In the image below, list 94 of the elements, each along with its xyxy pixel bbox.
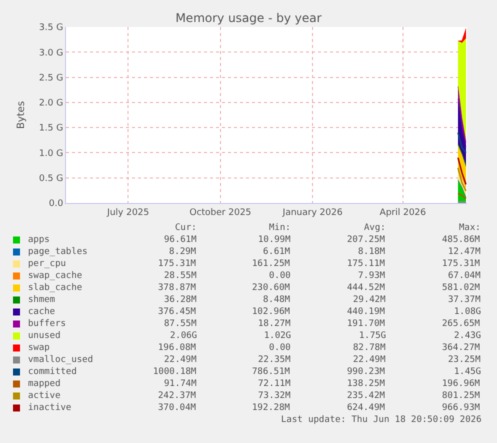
text: 485.86M: [442, 235, 481, 245]
text: 191.70M: [347, 319, 386, 329]
text: Avg:: [364, 223, 386, 233]
text: 364.27M: [442, 343, 481, 353]
text: 91.74M: [164, 379, 198, 389]
legend-label: per_cpu: [28, 259, 66, 269]
text: 82.78M: [353, 343, 386, 353]
text: 192.28M: [252, 403, 291, 413]
text: 37.37M: [448, 295, 482, 305]
text: 440.19M: [347, 307, 386, 317]
text: 230.60M: [252, 283, 291, 293]
text: 2.06G: [170, 331, 198, 341]
y-tick-label: 0.5 G: [39, 174, 64, 184]
text: 581.02M: [442, 283, 481, 293]
text: 175.11M: [347, 259, 386, 269]
x-tick-label: January 2026: [282, 208, 343, 218]
text: 23.25M: [448, 355, 482, 365]
legend-label: vmalloc_used: [28, 355, 94, 365]
text: 370.04M: [158, 403, 197, 413]
legend-label: active: [28, 391, 61, 401]
text: 72.11M: [258, 379, 292, 389]
text: Cur:: [175, 223, 197, 233]
text: 102.96M: [252, 307, 291, 317]
text: 12.47M: [448, 247, 482, 257]
text: 7.93M: [358, 271, 386, 281]
text: 1.02G: [264, 331, 292, 341]
text: 29.42M: [353, 295, 386, 305]
text: 376.45M: [158, 307, 197, 317]
text: 28.55M: [164, 271, 198, 281]
text: 8.18M: [358, 247, 386, 257]
text: 1.08G: [454, 307, 482, 317]
text: 207.25M: [347, 235, 386, 245]
text: 235.42M: [347, 391, 386, 401]
text: 1000.18M: [153, 367, 197, 377]
legend-label: apps: [28, 235, 50, 245]
text: 96.61M: [164, 235, 198, 245]
legend-label: shmem: [28, 295, 56, 305]
text: 22.49M: [164, 355, 198, 365]
legend-label: swap: [28, 343, 50, 353]
y-tick-label: 1.5 G: [39, 124, 64, 134]
x-tick-label: July 2025: [106, 208, 150, 218]
text: 6.61M: [263, 247, 291, 257]
chart-title: Memory usage - by year: [175, 11, 322, 26]
y-tick-label: 2.0 G: [39, 98, 64, 109]
y-axis-title: Bytes: [16, 100, 28, 130]
text: 786.51M: [252, 367, 291, 377]
text: 2.43G: [454, 331, 482, 341]
legend-label: cache: [28, 307, 56, 317]
text: 801.25M: [442, 391, 481, 401]
y-tick-label: 3.0 G: [39, 48, 64, 58]
legend-label: mapped: [28, 379, 61, 389]
y-tick-label: 1.0 G: [39, 148, 64, 159]
text: 73.32M: [258, 391, 292, 401]
text: 22.49M: [353, 355, 386, 365]
x-tick-label: October 2025: [189, 208, 252, 218]
text: 8.48M: [263, 295, 291, 305]
text: 18.27M: [258, 319, 292, 329]
y-tick-label: 0.0: [48, 199, 64, 210]
text: 22.35M: [258, 355, 292, 365]
text: Max:: [459, 223, 481, 233]
text: 966.93M: [442, 403, 481, 413]
text: 0.00: [269, 343, 291, 353]
legend-label: page_tables: [28, 247, 88, 257]
text: 175.31M: [442, 259, 481, 269]
legend-label: inactive: [28, 403, 72, 413]
text: 87.55M: [164, 319, 198, 329]
y-tick-label: 3.5 G: [39, 23, 64, 34]
text: 161.25M: [252, 259, 291, 269]
legend-label: buffers: [28, 319, 66, 329]
x-tick-label: April 2026: [380, 208, 426, 218]
text: Last update: Thu Jun 18 20:50:09 2026: [281, 415, 482, 425]
legend-label: slab_cache: [28, 283, 82, 293]
legend-label: committed: [28, 367, 77, 377]
text: 1.45G: [454, 367, 482, 377]
text: Min:: [269, 223, 291, 233]
text: 990.23M: [347, 367, 386, 377]
text: 378.87M: [158, 283, 197, 293]
text: 36.28M: [164, 295, 198, 305]
text: 196.08M: [158, 343, 197, 353]
text: 196.96M: [442, 379, 481, 389]
text: 1.75G: [359, 331, 386, 341]
text: 175.31M: [158, 259, 197, 269]
text: 242.37M: [158, 391, 197, 401]
text: 10.99M: [258, 235, 292, 245]
text: 624.49M: [347, 403, 386, 413]
text: 265.65M: [442, 319, 481, 329]
text: 138.25M: [347, 379, 386, 389]
legend-label: unused: [28, 331, 61, 341]
legend-label: swap_cache: [28, 271, 82, 281]
text: 0.00: [269, 271, 291, 281]
y-tick-label: 2.5 G: [39, 73, 64, 84]
text: 8.29M: [169, 247, 197, 257]
text: 444.52M: [347, 283, 386, 293]
text: 67.04M: [448, 271, 482, 281]
